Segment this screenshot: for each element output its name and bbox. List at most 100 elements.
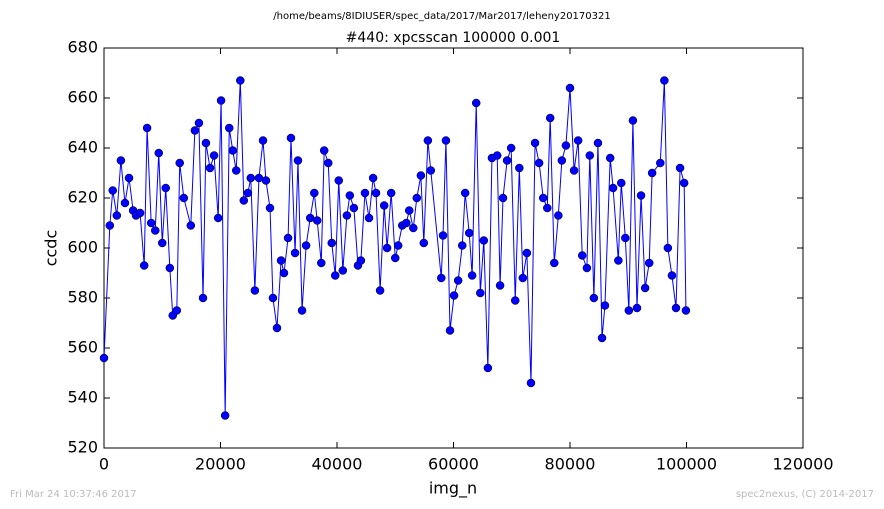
- data-point: [331, 271, 340, 280]
- data-point: [175, 158, 184, 168]
- data-point: [112, 211, 122, 220]
- data-point: [205, 163, 215, 173]
- data-point: [142, 123, 152, 133]
- data-point: [554, 211, 563, 220]
- data-point: [213, 213, 223, 223]
- data-point: [293, 156, 303, 165]
- data-point: [283, 233, 293, 243]
- data-point: [495, 281, 505, 290]
- data-point: [636, 191, 646, 200]
- y-tick-label: 540: [67, 388, 98, 407]
- data-point: [545, 113, 555, 123]
- data-point: [375, 286, 385, 295]
- x-tick-label: 20000: [195, 455, 246, 474]
- data-point: [165, 263, 175, 273]
- data-point: [585, 151, 595, 160]
- data-point: [569, 166, 579, 175]
- data-point: [190, 126, 200, 135]
- data-point: [391, 253, 400, 263]
- plot-frame: [103, 47, 804, 449]
- data-point: [334, 176, 343, 185]
- data-point: [589, 293, 599, 303]
- x-tick-label: 0: [99, 455, 109, 474]
- data-point: [194, 118, 204, 128]
- data-point: [209, 151, 219, 160]
- data-point: [382, 243, 392, 253]
- data-point: [342, 211, 352, 220]
- data-point: [561, 141, 571, 150]
- data-point: [360, 188, 370, 198]
- y-axis-label: ccdc: [42, 230, 61, 267]
- data-point: [349, 203, 359, 213]
- data-point: [135, 208, 145, 218]
- data-point: [172, 306, 182, 315]
- data-point: [467, 271, 477, 280]
- data-point: [543, 203, 552, 213]
- data-point: [573, 136, 583, 145]
- data-point: [327, 238, 337, 248]
- data-point: [310, 188, 319, 198]
- data-point: [161, 183, 170, 193]
- data-point: [139, 261, 149, 270]
- data-point: [364, 213, 374, 223]
- data-point: [124, 173, 134, 183]
- data-point: [518, 273, 528, 283]
- data-point: [250, 286, 260, 295]
- data-point: [663, 243, 673, 253]
- data-point: [644, 258, 654, 268]
- data-point: [426, 166, 436, 175]
- data-point: [371, 188, 381, 198]
- data-point: [319, 146, 329, 155]
- data-point: [231, 166, 241, 175]
- data-point: [246, 173, 256, 183]
- data-point: [201, 138, 211, 148]
- data-point: [279, 268, 289, 278]
- data-point: [675, 163, 685, 173]
- data-point: [530, 138, 540, 148]
- data-point: [297, 306, 307, 315]
- data-point: [534, 158, 544, 168]
- data-point: [290, 248, 300, 258]
- data-point: [158, 238, 167, 248]
- data-point: [679, 178, 689, 188]
- data-point: [453, 276, 463, 285]
- data-point: [412, 193, 422, 203]
- data-point: [146, 218, 156, 228]
- data-point: [460, 188, 470, 198]
- data-point: [515, 163, 524, 173]
- data-point: [286, 133, 296, 143]
- data-point: [605, 153, 615, 163]
- data-point: [198, 293, 208, 303]
- data-point: [647, 168, 657, 178]
- data-point: [312, 216, 322, 225]
- data-point: [404, 206, 414, 215]
- data-point: [437, 273, 446, 283]
- data-point: [464, 228, 474, 238]
- data-point: [471, 98, 481, 108]
- data-point: [276, 256, 286, 265]
- suptitle: /home/beams/8IDIUSER/spec_data/2017/Mar2…: [273, 11, 610, 22]
- data-point: [656, 158, 665, 168]
- data-point: [261, 176, 271, 185]
- x-tick-label: 120000: [772, 455, 833, 474]
- data-point: [628, 116, 638, 125]
- data-point: [445, 326, 455, 335]
- data-point: [105, 221, 115, 230]
- x-tick-label: 100000: [656, 455, 717, 474]
- data-point: [502, 156, 512, 165]
- x-axis-label: img_n: [429, 479, 477, 499]
- data-point: [614, 256, 623, 265]
- data-point: [608, 183, 618, 193]
- data-point: [116, 156, 126, 165]
- y-tick-label: 580: [67, 288, 98, 307]
- data-point: [681, 306, 691, 315]
- data-point: [236, 76, 245, 85]
- data-point: [441, 136, 451, 145]
- y-tick-label: 680: [67, 38, 98, 57]
- data-point: [577, 251, 587, 260]
- data-point: [186, 221, 196, 230]
- y-tick-label: 600: [67, 238, 98, 257]
- data-point: [671, 303, 681, 313]
- data-point: [386, 188, 396, 198]
